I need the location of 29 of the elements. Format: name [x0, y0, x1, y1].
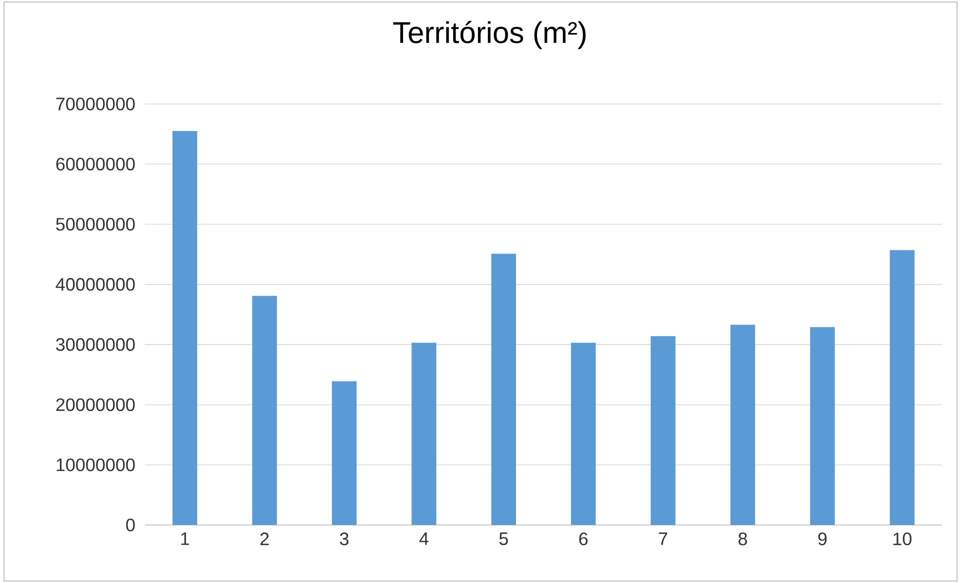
bar — [491, 254, 516, 525]
bar — [730, 324, 756, 525]
y-tick-label: 30000000 — [56, 338, 135, 351]
x-tick-label: 1 — [181, 532, 189, 545]
y-tick-label: 70000000 — [56, 98, 135, 110]
x-tick-label: 5 — [499, 532, 508, 546]
y-tick-label: 60000000 — [56, 158, 135, 171]
bar — [172, 131, 198, 525]
chart-title: Territórios (m²) — [393, 20, 586, 50]
x-tick-label: 3 — [340, 532, 348, 546]
bar — [571, 342, 596, 525]
y-tick-label: 20000000 — [56, 398, 135, 412]
x-tick-label: 10 — [894, 532, 912, 546]
y-tick-label: 50000000 — [56, 218, 135, 231]
bar — [810, 327, 835, 525]
bar — [332, 381, 357, 525]
bar — [890, 250, 915, 525]
bar — [412, 342, 436, 525]
y-tick-label: 40000000 — [56, 278, 135, 291]
y-tick-label: 0 — [126, 518, 135, 532]
bar — [650, 336, 676, 525]
x-tick-label: 4 — [419, 532, 428, 545]
y-tick-label: 10000000 — [56, 458, 135, 472]
bar — [252, 296, 277, 525]
x-tick-label: 7 — [658, 532, 668, 545]
x-tick-label: 6 — [579, 532, 588, 546]
x-tick-label: 2 — [260, 532, 269, 546]
x-tick-label: 8 — [738, 532, 747, 546]
x-tick-label: 9 — [818, 532, 827, 546]
